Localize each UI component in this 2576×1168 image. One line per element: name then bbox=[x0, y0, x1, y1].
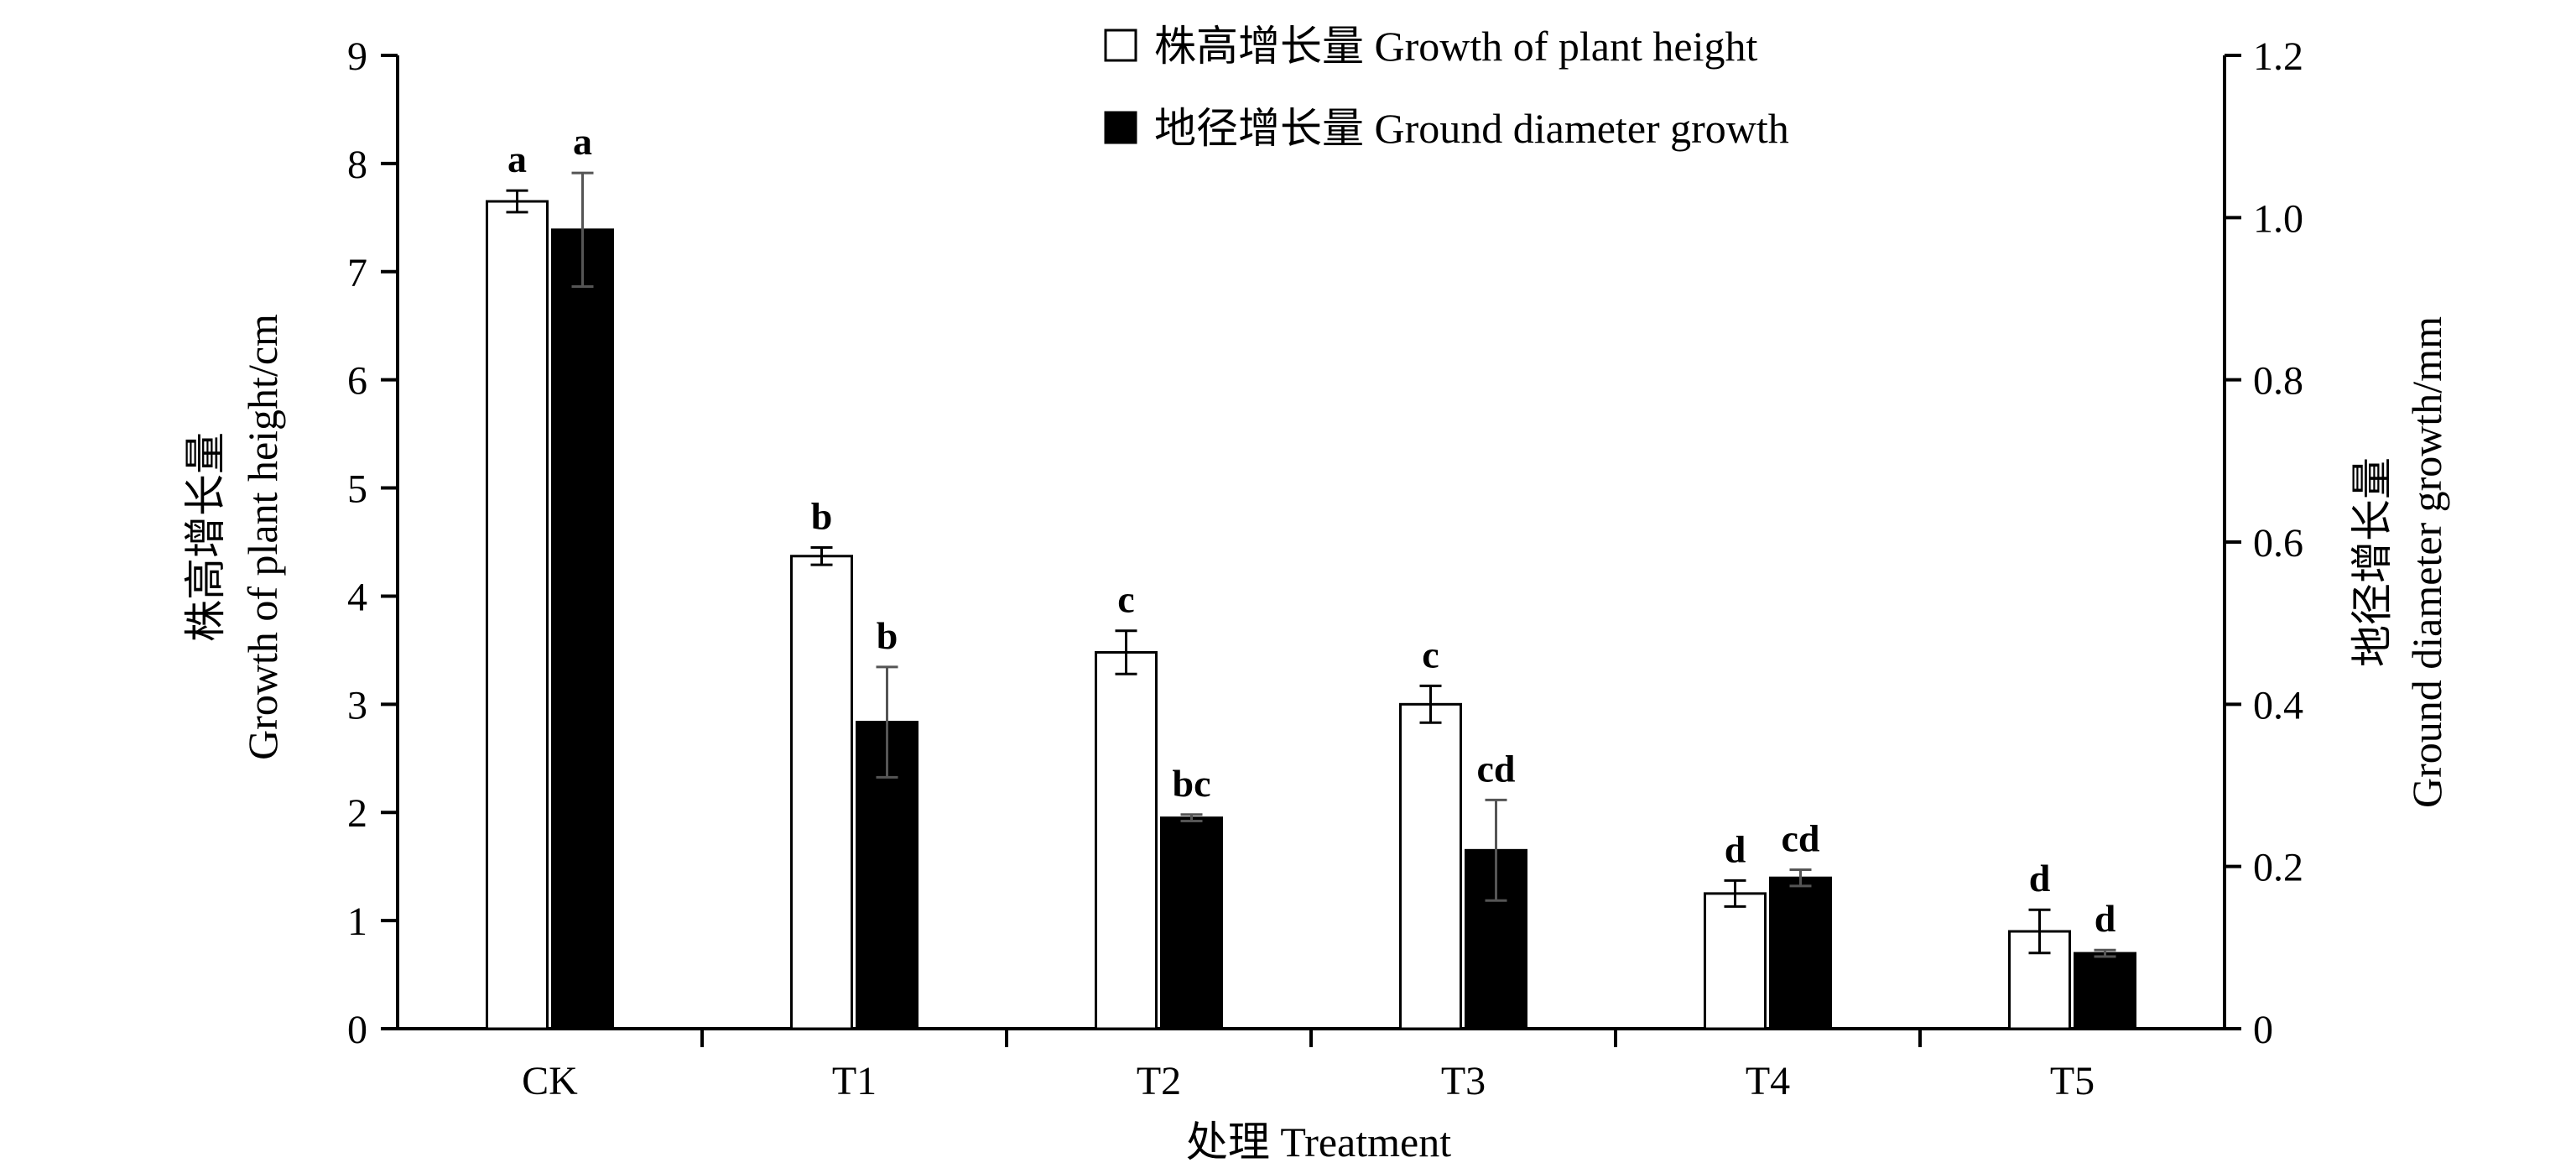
left-tick-label-8: 8 bbox=[347, 143, 367, 187]
ground-diameter-sig-label-T2: bc bbox=[1173, 762, 1211, 805]
plant-height-sig-label-T5: d bbox=[2029, 857, 2051, 899]
legend-label-plant-height: 株高增长量 Growth of plant height bbox=[1154, 23, 1757, 70]
plant-height-error-bar-T2 bbox=[1115, 629, 1137, 675]
plant-height-error-bar-CK bbox=[506, 189, 528, 214]
x-tick-label-T1: T1 bbox=[832, 1059, 877, 1103]
left-tick-label-5: 5 bbox=[347, 467, 367, 512]
plant-height-sig-label-CK: a bbox=[507, 138, 527, 180]
legend-label-ground-diameter: 地径增长量 Ground diameter growth bbox=[1154, 105, 1789, 152]
ground-diameter-bar-T4 bbox=[1769, 876, 1832, 1030]
ground-diameter-error-bar-T1 bbox=[876, 665, 898, 779]
plant-height-bar-CK bbox=[486, 200, 549, 1030]
x-tick-label-T2: T2 bbox=[1137, 1059, 1181, 1103]
x-tick-label-T5: T5 bbox=[2050, 1059, 2095, 1103]
right-axis-title-line2: Ground diameter growth/mm bbox=[2403, 316, 2450, 808]
left-tick-label-0: 0 bbox=[347, 1008, 367, 1052]
ground-diameter-bar-CK bbox=[551, 228, 614, 1030]
legend: 株高增长量 Growth of plant height 地径增长量 Groun… bbox=[1104, 23, 1789, 152]
right-tick-label-2: 0.4 bbox=[2253, 683, 2303, 727]
plant-height-error-bar-T5 bbox=[2028, 908, 2051, 955]
right-tick-label-5: 1.0 bbox=[2253, 196, 2303, 241]
left-tick-label-2: 2 bbox=[347, 791, 367, 836]
plant-height-sig-label-T4: d bbox=[1725, 827, 1746, 870]
legend-swatch-ground-diameter bbox=[1104, 111, 1137, 144]
x-tick-label-CK: CK bbox=[522, 1059, 578, 1103]
left-tick-label-1: 1 bbox=[347, 899, 367, 944]
legend-swatch-plant-height bbox=[1104, 29, 1137, 62]
left-axis-title-line2: Growth of plant height/cm bbox=[239, 314, 286, 760]
plant-height-sig-label-T2: c bbox=[1117, 578, 1134, 621]
ground-diameter-sig-label-T3: cd bbox=[1477, 747, 1516, 790]
ground-diameter-error-bar-T3 bbox=[1485, 798, 1507, 902]
left-tick-label-4: 4 bbox=[347, 575, 367, 619]
x-tick-label-T4: T4 bbox=[1746, 1059, 1790, 1103]
left-axis-title-line1: 株高增长量 bbox=[182, 432, 229, 642]
ground-diameter-error-bar-T2 bbox=[1180, 813, 1203, 823]
ground-diameter-bar-T5 bbox=[2074, 952, 2136, 1030]
plant-height-bar-T4 bbox=[1704, 892, 1767, 1030]
ground-diameter-error-bar-T4 bbox=[1789, 868, 1812, 888]
plant-height-error-bar-T4 bbox=[1724, 879, 1746, 908]
plant-height-error-bar-T3 bbox=[1419, 684, 1442, 724]
ground-diameter-sig-label-T4: cd bbox=[1782, 817, 1820, 860]
right-tick-label-4: 0.8 bbox=[2253, 359, 2303, 404]
ground-diameter-error-bar-CK bbox=[571, 171, 594, 288]
right-tick-label-1: 0.2 bbox=[2253, 846, 2303, 890]
left-tick-label-6: 6 bbox=[347, 359, 367, 404]
plant-height-bar-T2 bbox=[1095, 650, 1158, 1030]
right-tick-label-6: 1.2 bbox=[2253, 34, 2303, 79]
right-tick-label-0: 0 bbox=[2253, 1008, 2273, 1052]
plant-height-error-bar-T1 bbox=[810, 545, 833, 566]
plant-height-sig-label-T3: c bbox=[1422, 633, 1439, 675]
ground-diameter-bar-T2 bbox=[1160, 816, 1223, 1030]
plant-height-bar-T1 bbox=[790, 555, 853, 1030]
right-tick-label-3: 0.6 bbox=[2253, 521, 2303, 566]
right-axis-title-line1: 地径增长量 bbox=[2349, 457, 2396, 667]
left-tick-label-7: 7 bbox=[347, 251, 367, 295]
ground-diameter-error-bar-T5 bbox=[2094, 948, 2116, 958]
ground-diameter-sig-label-CK: a bbox=[573, 120, 592, 163]
x-axis-title: 处理 Treatment bbox=[1186, 1118, 1451, 1165]
plant-height-sig-label-T1: b bbox=[811, 494, 833, 537]
ground-diameter-sig-label-T5: d bbox=[2095, 897, 2116, 940]
tick-labels: 0 1 2 3 4 5 6 7 8 9 0 0.2 0.4 0.6 0.8 1.0 1.2 CK T1 T2 T3 T4 T… bbox=[347, 34, 2303, 1103]
left-tick-label-3: 3 bbox=[347, 683, 367, 727]
x-tick-label-T3: T3 bbox=[1441, 1059, 1486, 1103]
axes bbox=[381, 54, 2241, 1047]
plant-height-bar-T3 bbox=[1399, 702, 1462, 1030]
ground-diameter-sig-label-T1: b bbox=[877, 614, 898, 657]
left-tick-label-9: 9 bbox=[347, 34, 367, 79]
